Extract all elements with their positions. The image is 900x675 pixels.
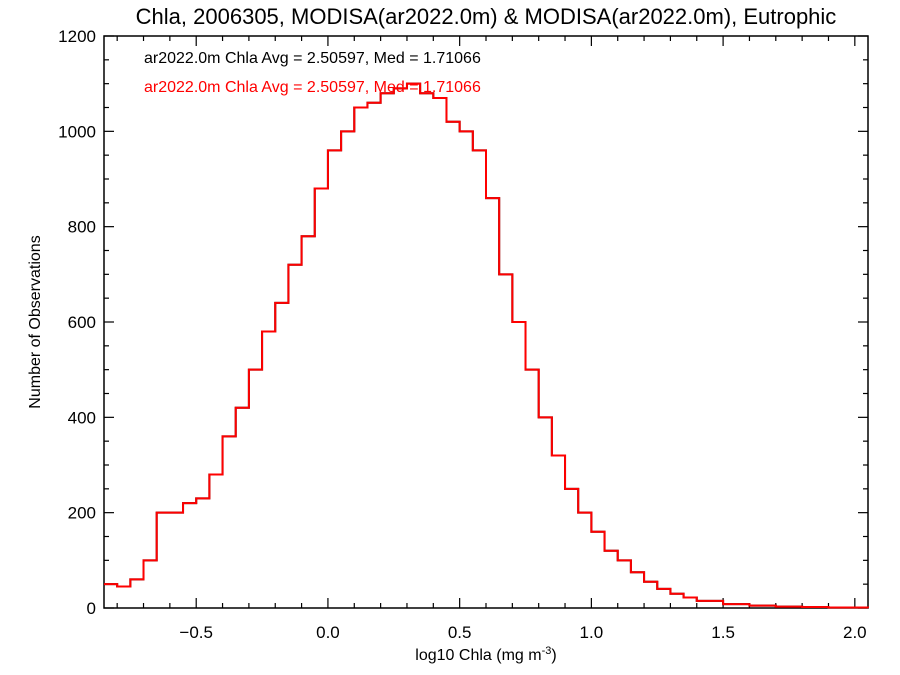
y-axis: 0 200 400 600 800 1000 1200 — [58, 27, 868, 618]
y-tick-label: 0 — [87, 599, 96, 618]
chart-title: Chla, 2006305, MODISA(ar2022.0m) & MODIS… — [136, 4, 837, 29]
plot-frame — [103, 35, 869, 609]
y-tick-label: 800 — [68, 218, 96, 237]
plot-area — [103, 35, 869, 609]
x-axis-label-sup: -3 — [542, 645, 552, 657]
legend-entry-red: ar2022.0m Chla Avg = 2.50597, Med = 1.71… — [144, 79, 481, 96]
y-tick-label: 200 — [68, 504, 96, 523]
legend: ar2022.0m Chla Avg = 2.50597, Med = 1.71… — [144, 50, 481, 96]
series-lines — [104, 82, 869, 609]
x-tick-label: 1.5 — [711, 623, 735, 642]
series-line-1 — [104, 82, 869, 609]
x-axis-label: log10 Chla (mg m-3) — [415, 645, 556, 664]
y-tick-label: 1000 — [58, 122, 96, 141]
x-axis-label-main: log10 Chla (mg m — [415, 647, 541, 664]
x-tick-label: 2.0 — [843, 623, 867, 642]
legend-entry-black: ar2022.0m Chla Avg = 2.50597, Med = 1.71… — [144, 50, 481, 67]
x-tick-label: 0.0 — [316, 623, 340, 642]
x-axis-label-close: ) — [551, 647, 556, 664]
y-axis-label: Number of Observations — [27, 235, 44, 408]
y-tick-label: 600 — [68, 313, 96, 332]
x-tick-label: −0.5 — [179, 623, 213, 642]
x-axis: −0.5 0.0 0.5 1.0 1.5 2.0 — [116, 36, 867, 642]
y-tick-label: 400 — [68, 408, 96, 427]
x-tick-label: 1.0 — [580, 623, 604, 642]
x-tick-label: 0.5 — [448, 623, 472, 642]
y-tick-label: 1200 — [58, 27, 96, 46]
